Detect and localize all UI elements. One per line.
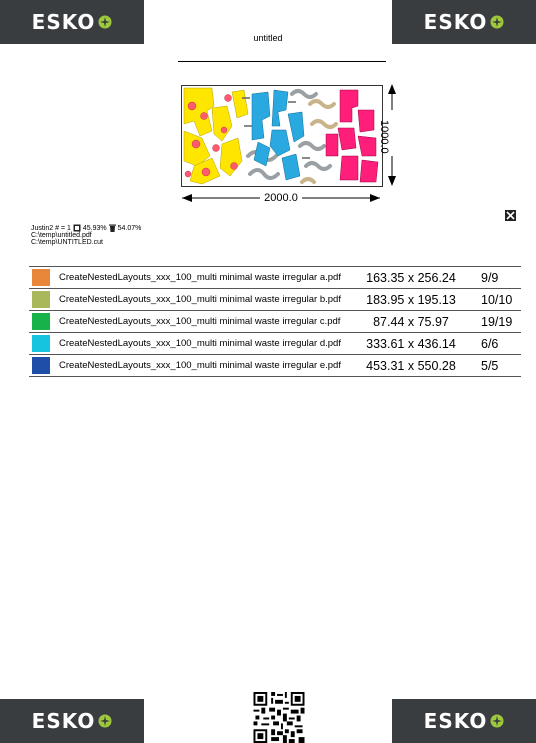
esko-logo-bottom-left: ESKO: [0, 699, 144, 743]
esko-flower-icon: [490, 15, 504, 29]
logo-text: ESKO: [423, 709, 488, 733]
file-name: CreateNestedLayouts_xxx_100_multi minima…: [53, 332, 351, 355]
used-percent: 45.93%: [82, 224, 107, 232]
file-name: CreateNestedLayouts_xxx_100_multi minima…: [53, 288, 351, 311]
file-row: CreateNestedLayouts_xxx_100_multi minima…: [29, 310, 521, 333]
file-color-cell: [29, 266, 53, 289]
color-swatch: [32, 291, 50, 308]
title-area: untitled: [144, 0, 392, 62]
job-name: Justin2 # = 1: [31, 224, 71, 232]
file-name: CreateNestedLayouts_xxx_100_multi minima…: [53, 354, 351, 377]
file-count: 10/10: [471, 288, 521, 311]
color-swatch: [32, 269, 50, 286]
logo-text: ESKO: [423, 10, 488, 34]
document-icon: [73, 224, 81, 232]
waste-percent: 54.07%: [117, 224, 142, 232]
file-count: 5/5: [471, 354, 521, 377]
nested-layout-thumbnail: [181, 85, 383, 187]
file-dimensions: 333.61 x 436.14: [351, 332, 471, 355]
qr-code: [253, 692, 305, 743]
logo-text: ESKO: [31, 10, 96, 34]
vertical-dimension-arrow: [388, 84, 396, 186]
file-row: CreateNestedLayouts_xxx_100_multi minima…: [29, 354, 521, 377]
file-list: CreateNestedLayouts_xxx_100_multi minima…: [29, 266, 521, 377]
layout-preview: 1000.0: [176, 82, 396, 188]
file-name: CreateNestedLayouts_xxx_100_multi minima…: [53, 266, 351, 289]
esko-logo-top-left: ESKO: [0, 0, 144, 44]
esko-flower-icon: [490, 714, 504, 728]
file-row: CreateNestedLayouts_xxx_100_multi minima…: [29, 266, 521, 289]
page-title: untitled: [253, 33, 283, 43]
file-count: 9/9: [471, 266, 521, 289]
title-underline: [178, 61, 386, 62]
file-color-cell: [29, 332, 53, 355]
file-dimensions: 163.35 x 256.24: [351, 266, 471, 289]
file-row: CreateNestedLayouts_xxx_100_multi minima…: [29, 332, 521, 355]
width-dimension-label: 2000.0: [180, 191, 382, 205]
file-count: 6/6: [471, 332, 521, 355]
file-dimensions: 453.31 x 550.28: [351, 354, 471, 377]
file-color-cell: [29, 354, 53, 377]
job-stats-line: Justin2 # = 1 45.93% 54.07%: [31, 224, 141, 232]
pdf-path: C:\temp\untitled.pdf: [31, 232, 92, 239]
job-info: Justin2 # = 1 45.93% 54.07% C:\temp\unti…: [31, 224, 141, 246]
x-box-icon[interactable]: [505, 210, 516, 221]
file-name: CreateNestedLayouts_xxx_100_multi minima…: [53, 310, 351, 333]
cut-path: C:\temp\UNTITLED.cut: [31, 239, 103, 246]
nested-pieces-drawing: [183, 87, 379, 185]
file-dimensions: 183.95 x 195.13: [351, 288, 471, 311]
color-swatch: [32, 357, 50, 374]
file-row: CreateNestedLayouts_xxx_100_multi minima…: [29, 288, 521, 311]
width-dimension-text: 2000.0: [260, 192, 302, 204]
esko-flower-icon: [98, 15, 112, 29]
file-count: 19/19: [471, 310, 521, 333]
logo-text: ESKO: [31, 709, 96, 733]
esko-logo-bottom-right: ESKO: [392, 699, 536, 743]
file-dimensions: 87.44 x 75.97: [351, 310, 471, 333]
horizontal-dimension: 2000.0: [180, 191, 382, 207]
esko-flower-icon: [98, 714, 112, 728]
color-swatch: [32, 335, 50, 352]
height-dimension-label: 1000.0: [378, 120, 390, 154]
file-color-cell: [29, 310, 53, 333]
trash-icon: [108, 224, 116, 232]
file-color-cell: [29, 288, 53, 311]
file-list-table: CreateNestedLayouts_xxx_100_multi minima…: [29, 266, 521, 377]
esko-logo-top-right: ESKO: [392, 0, 536, 44]
color-swatch: [32, 313, 50, 330]
